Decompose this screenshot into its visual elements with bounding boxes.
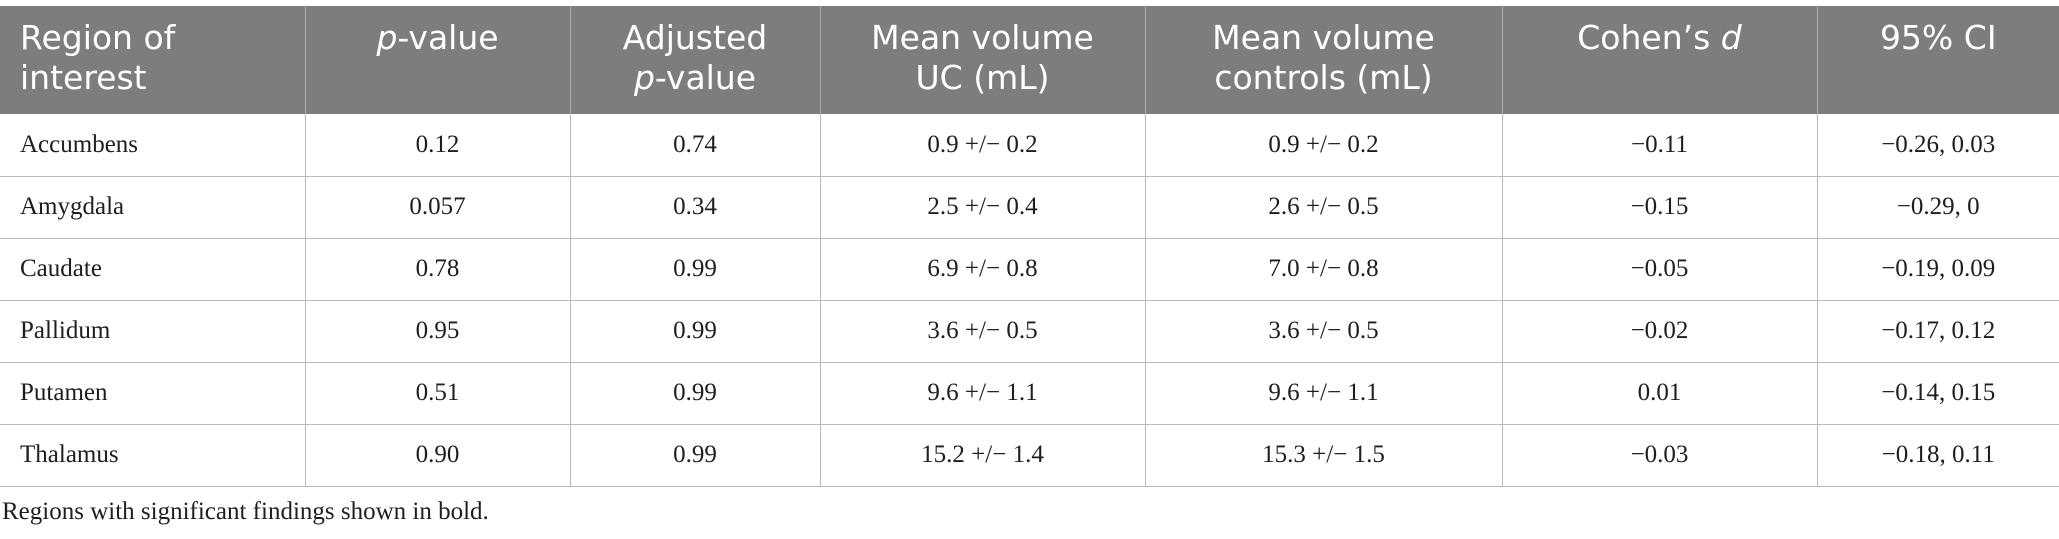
cell-mean-volume-controls: 3.6 +/− 0.5: [1144, 300, 1502, 363]
table-body: Accumbens 0.12 0.74 0.9 +/− 0.2 0.9 +/− …: [0, 114, 2059, 487]
table-header: Region of interest p-value Adjusted p-va…: [0, 6, 2059, 114]
header-95-ci: 95% CI: [1816, 6, 2059, 114]
cell-p-value: 0.057: [304, 176, 570, 239]
cell-region: Accumbens: [0, 114, 305, 177]
cell-adjusted-p-value: 0.74: [569, 114, 820, 177]
header-adjusted-p-value: Adjusted p-value: [569, 6, 820, 114]
table-row: Amygdala 0.057 0.34 2.5 +/− 0.4 2.6 +/− …: [0, 176, 2059, 239]
header-mean-controls-line2: controls (mL): [1214, 58, 1433, 97]
cell-mean-volume-controls: 2.6 +/− 0.5: [1144, 176, 1502, 239]
cell-cohens-d: −0.03: [1501, 424, 1817, 487]
cell-mean-volume-controls: 15.3 +/− 1.5: [1144, 424, 1502, 487]
cell-p-value: 0.51: [304, 362, 570, 425]
header-adjusted-rest: -value: [654, 58, 757, 97]
cell-region: Pallidum: [0, 300, 305, 363]
cell-region: Putamen: [0, 362, 305, 425]
header-region-line1: Region of: [20, 18, 176, 57]
table-row: Thalamus 0.90 0.99 15.2 +/− 1.4 15.3 +/−…: [0, 424, 2059, 487]
table-footnote: Regions with significant findings shown …: [2, 498, 489, 525]
header-p-value-rest: -value: [397, 18, 499, 57]
cell-region: Thalamus: [0, 424, 305, 487]
header-mean-controls-line1: Mean volume: [1212, 18, 1435, 57]
header-mean-uc-line2: UC (mL): [915, 58, 1050, 97]
cell-adjusted-p-value: 0.99: [569, 238, 820, 301]
header-region-of-interest: Region of interest: [0, 6, 305, 114]
cell-p-value: 0.12: [304, 114, 570, 177]
header-p-value: p-value: [304, 6, 570, 114]
cell-p-value: 0.95: [304, 300, 570, 363]
header-p-value-italic: p: [376, 18, 398, 57]
cell-95-ci: −0.17, 0.12: [1816, 300, 2059, 363]
header-cohens-italic: d: [1720, 18, 1742, 57]
cell-mean-volume-uc: 0.9 +/− 0.2: [819, 114, 1145, 177]
cell-95-ci: −0.18, 0.11: [1816, 424, 2059, 487]
cell-95-ci: −0.14, 0.15: [1816, 362, 2059, 425]
cell-mean-volume-uc: 3.6 +/− 0.5: [819, 300, 1145, 363]
cell-adjusted-p-value: 0.99: [569, 424, 820, 487]
results-table: Region of interest p-value Adjusted p-va…: [0, 6, 2059, 487]
header-adjusted-italic: p: [633, 58, 655, 97]
table-row: Accumbens 0.12 0.74 0.9 +/− 0.2 0.9 +/− …: [0, 114, 2059, 177]
header-mean-volume-controls: Mean volume controls (mL): [1144, 6, 1502, 114]
table-row: Caudate 0.78 0.99 6.9 +/− 0.8 7.0 +/− 0.…: [0, 238, 2059, 301]
header-region-line2: interest: [20, 58, 147, 97]
header-row: Region of interest p-value Adjusted p-va…: [0, 6, 2059, 114]
cell-adjusted-p-value: 0.99: [569, 362, 820, 425]
header-ci-text: 95% CI: [1879, 18, 1997, 57]
cell-cohens-d: −0.11: [1501, 114, 1817, 177]
cell-mean-volume-uc: 2.5 +/− 0.4: [819, 176, 1145, 239]
cell-p-value: 0.90: [304, 424, 570, 487]
cell-region: Amygdala: [0, 176, 305, 239]
results-table-container: Region of interest p-value Adjusted p-va…: [0, 6, 2059, 487]
cell-mean-volume-uc: 15.2 +/− 1.4: [819, 424, 1145, 487]
cell-p-value: 0.78: [304, 238, 570, 301]
cell-95-ci: −0.19, 0.09: [1816, 238, 2059, 301]
cell-mean-volume-uc: 6.9 +/− 0.8: [819, 238, 1145, 301]
cell-cohens-d: −0.15: [1501, 176, 1817, 239]
cell-adjusted-p-value: 0.34: [569, 176, 820, 239]
header-cohens-d: Cohen’s d: [1501, 6, 1817, 114]
cell-mean-volume-uc: 9.6 +/− 1.1: [819, 362, 1145, 425]
cell-95-ci: −0.26, 0.03: [1816, 114, 2059, 177]
cell-mean-volume-controls: 0.9 +/− 0.2: [1144, 114, 1502, 177]
cell-cohens-d: −0.02: [1501, 300, 1817, 363]
cell-cohens-d: −0.05: [1501, 238, 1817, 301]
table-row: Putamen 0.51 0.99 9.6 +/− 1.1 9.6 +/− 1.…: [0, 362, 2059, 425]
cell-region: Caudate: [0, 238, 305, 301]
header-adjusted-line1: Adjusted: [622, 18, 768, 57]
header-mean-volume-uc: Mean volume UC (mL): [819, 6, 1145, 114]
cell-95-ci: −0.29, 0: [1816, 176, 2059, 239]
cell-mean-volume-controls: 7.0 +/− 0.8: [1144, 238, 1502, 301]
cell-adjusted-p-value: 0.99: [569, 300, 820, 363]
header-cohens-text: Cohen’s: [1577, 18, 1721, 57]
table-row: Pallidum 0.95 0.99 3.6 +/− 0.5 3.6 +/− 0…: [0, 300, 2059, 363]
cell-mean-volume-controls: 9.6 +/− 1.1: [1144, 362, 1502, 425]
header-mean-uc-line1: Mean volume: [871, 18, 1094, 57]
cell-cohens-d: 0.01: [1501, 362, 1817, 425]
